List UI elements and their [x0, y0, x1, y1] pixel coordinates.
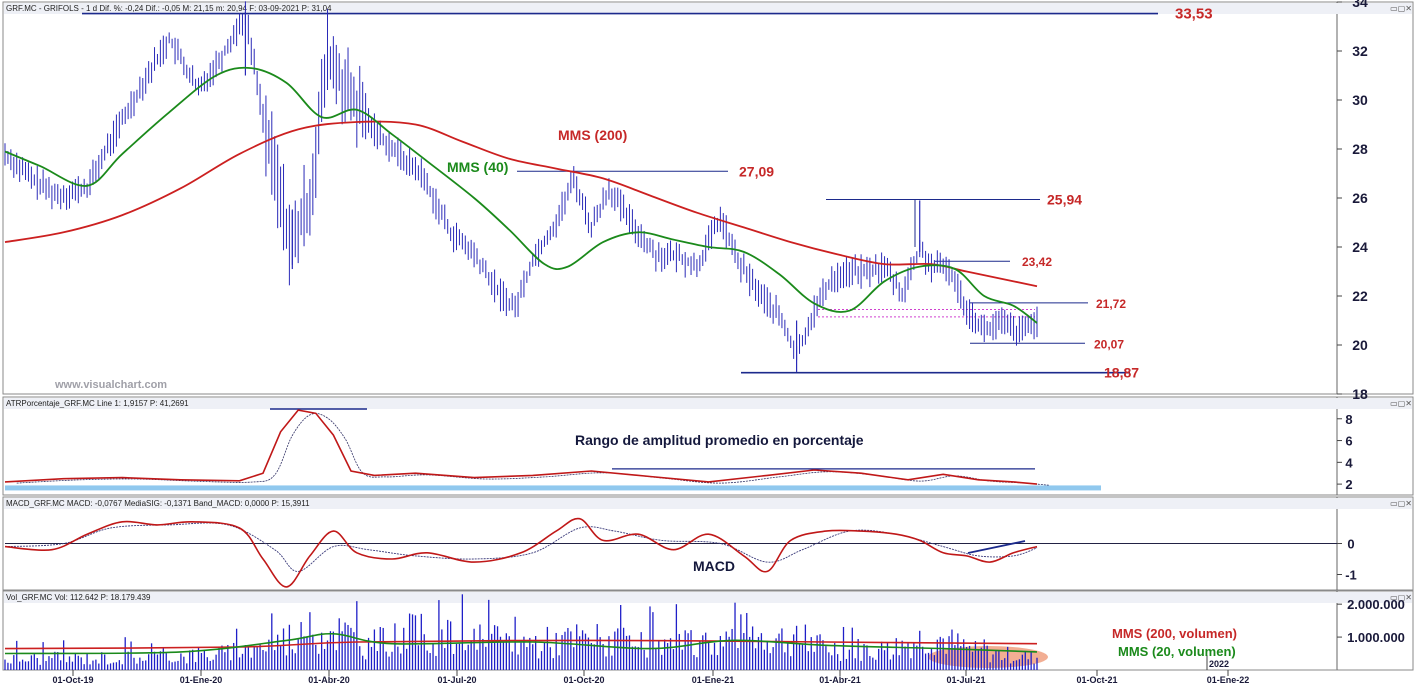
window-buttons[interactable]: ▭▢✕: [1390, 499, 1412, 508]
level-label: 33,53: [1175, 6, 1213, 23]
y-tick-label: 2: [1345, 477, 1352, 492]
level-label: 25,94: [1047, 191, 1082, 207]
panel-frame-atr: [2, 396, 1414, 496]
y-tick-label: 18: [1352, 386, 1368, 402]
x-tick-label: 01-Ene-21: [692, 675, 735, 685]
year-marker-label: 2022: [1209, 659, 1229, 669]
y-tick-label: 32: [1352, 43, 1368, 59]
y-tick-label: 4: [1345, 455, 1353, 470]
macd-divergence-line: [967, 540, 1026, 554]
y-tick-label: 0: [1347, 537, 1354, 552]
level-label: 27,09: [739, 163, 774, 179]
atr-line: [4, 409, 1038, 485]
y-tick-label: 26: [1352, 190, 1368, 206]
volume-sma20-line: [4, 632, 1038, 655]
volume-bars: [4, 594, 1038, 670]
y-tick-label: 6: [1345, 434, 1352, 449]
x-tick-label: 01-Jul-20: [437, 675, 476, 685]
panel-frame-price: [2, 1, 1414, 395]
y-tick-label: 34: [1352, 0, 1368, 10]
x-tick-label: 01-Oct-21: [1076, 675, 1117, 685]
x-tick-label: 01-Oct-20: [563, 675, 604, 685]
volume-sma200-line: [4, 639, 1038, 650]
price-bars: [4, 1, 1038, 372]
level-label: 18,87: [1104, 365, 1139, 381]
y-tick-label: 2.000.000: [1347, 597, 1405, 612]
label-atr-title: Rango de amplitud promedio en porcentaje: [575, 432, 864, 448]
label-mms40: MMS (40): [447, 159, 508, 175]
level-label: 23,42: [1022, 255, 1052, 269]
level-label: 20,07: [1094, 337, 1124, 351]
panel-header-bg: [4, 398, 1412, 409]
panel-header-bg: [4, 498, 1412, 509]
window-buttons[interactable]: ▭▢✕: [1390, 593, 1412, 602]
panel-header-atr: ATRPorcentaje_GRF.MC Line 1: 1,9157 P: 4…: [6, 399, 189, 408]
x-tick-label: 01-Ene-20: [180, 675, 223, 685]
watermark: www.visualchart.com: [54, 379, 167, 391]
y-tick-label: -1: [1345, 568, 1357, 583]
sma200-line: [4, 120, 1038, 288]
sma40-line: [4, 66, 1038, 324]
panel-header-macd: MACD_GRF.MC MACD: -0,0767 MediaSIG: -0,1…: [6, 499, 310, 508]
panel-header-bg: [4, 592, 1412, 603]
atr-baseline-band: [5, 485, 1101, 491]
x-tick-label: 01-Abr-20: [308, 675, 350, 685]
x-tick-label: 01-Abr-21: [819, 675, 861, 685]
window-buttons[interactable]: ▭▢✕: [1390, 399, 1412, 408]
x-tick-label: 01-Oct-19: [52, 675, 93, 685]
label-vol-mms20: MMS (20, volumen): [1118, 644, 1236, 659]
atr-signal-line: [16, 413, 1049, 486]
y-tick-label: 28: [1352, 141, 1368, 157]
y-tick-label: 8: [1345, 412, 1352, 427]
level-label: 21,72: [1096, 297, 1126, 311]
window-buttons[interactable]: ▭▢✕: [1390, 4, 1412, 13]
label-vol-mms200: MMS (200, volumen): [1112, 626, 1237, 641]
y-tick-label: 24: [1352, 239, 1368, 255]
y-tick-label: 22: [1352, 288, 1368, 304]
macd-line: [4, 517, 1038, 588]
label-mms200: MMS (200): [558, 127, 627, 143]
y-tick-label: 20: [1352, 337, 1368, 353]
y-tick-label: 1.000.000: [1347, 630, 1405, 645]
x-tick-label: 01-Jul-21: [946, 675, 985, 685]
panel-header-vol: Vol_GRF.MC Vol: 112.642 P: 18.179.439: [6, 593, 151, 602]
panel-header-bg: [4, 3, 1412, 14]
label-macd: MACD: [693, 558, 735, 574]
x-tick-label: 01-Ene-22: [1207, 675, 1250, 685]
y-tick-label: 30: [1352, 92, 1368, 108]
panel-header-price: GRF.MC - GRIFOLS - 1 d Dif. %: -0,24 Dif…: [6, 4, 332, 13]
